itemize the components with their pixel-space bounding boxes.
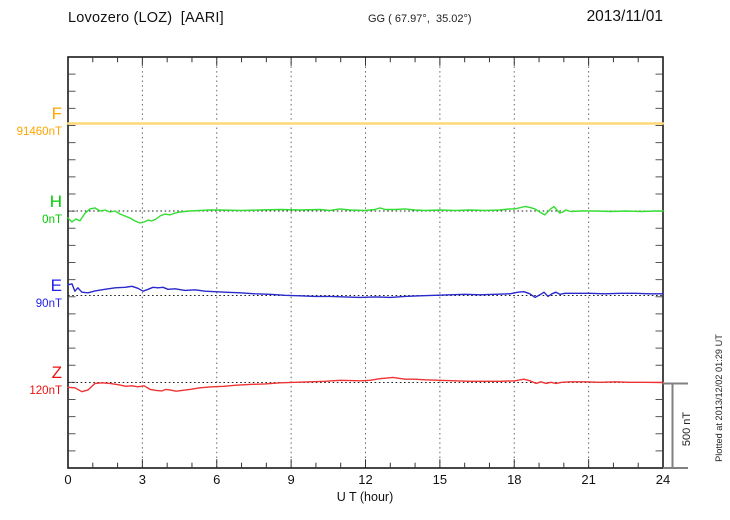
component-baseline-Z: 120nT: [29, 385, 62, 397]
traces: [66, 122, 665, 393]
component-baseline-H: 0nT: [42, 214, 62, 226]
x-tick-label: 15: [432, 472, 448, 487]
component-baseline-F: 91460nT: [16, 126, 62, 138]
component-label-Z: Z 120nT: [0, 363, 62, 398]
plot-frame: [67, 56, 664, 469]
x-tick-label: 6: [213, 472, 221, 487]
component-label-H: H 0nT: [0, 192, 62, 227]
component-letter-Z: Z: [51, 363, 62, 382]
component-letter-E: E: [50, 276, 62, 295]
baselines: [68, 123, 663, 383]
geographic-coordinates: GG ( 67.97°, 35.02°): [368, 13, 472, 25]
x-axis-title: U T (hour): [336, 490, 394, 504]
plot-date: 2013/11/01: [586, 8, 663, 25]
x-tick-label: 9: [287, 472, 295, 487]
trace-Z: [67, 376, 664, 393]
x-tick-label: 24: [655, 472, 671, 487]
plotted-at-watermark: Plotted at 2013/12/02 01:29 UT: [714, 334, 724, 462]
trace-E: [67, 283, 664, 299]
x-tick-label: 21: [581, 472, 596, 487]
scale-bar-label: 500 nT: [681, 411, 693, 447]
component-letter-F: F: [51, 104, 62, 123]
x-tick-label: 18: [507, 472, 522, 487]
component-label-E: E 90nT: [0, 276, 62, 311]
component-letter-H: H: [49, 192, 62, 211]
scale-bar: [663, 382, 688, 469]
trace-H: [67, 205, 664, 224]
component-label-F: F 91460nT: [0, 104, 62, 139]
gridlines: [141, 57, 590, 468]
x-tick-label: 12: [358, 472, 373, 487]
component-baseline-E: 90nT: [35, 298, 62, 310]
station-title: Lovozero (LOZ) [AARI]: [68, 10, 224, 26]
x-tick-label: 3: [138, 472, 146, 487]
x-tick-label: 0: [64, 472, 72, 487]
